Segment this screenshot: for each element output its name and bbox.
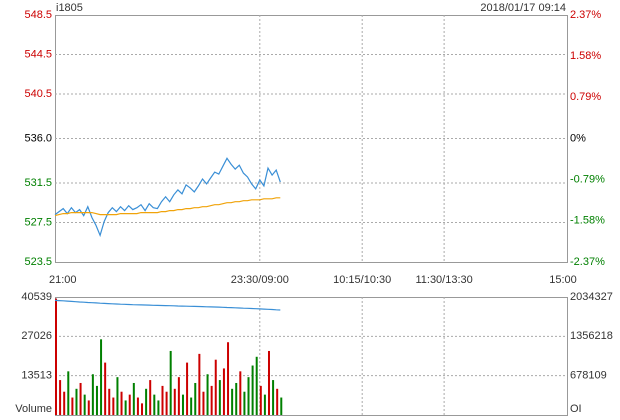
y-tick-label: 13513 (21, 370, 52, 382)
volume-bar (169, 350, 172, 415)
volume-bar (83, 394, 86, 415)
volume-bar (198, 353, 201, 415)
volume-bar (206, 374, 209, 415)
price-line (54, 157, 281, 238)
x-tick-label: 11:30/13:30 (415, 274, 472, 286)
y-tick-label: 40539 (21, 291, 52, 303)
volume-bar (173, 388, 176, 415)
y2-tick-label: -2.37% (570, 256, 605, 268)
volume-bar (263, 394, 266, 415)
volume-bar (267, 350, 270, 415)
y-tick-label: 548.5 (24, 9, 52, 21)
volume-bar (165, 391, 168, 415)
y2-tick-label: 678109 (570, 370, 607, 382)
y2-tick-label: 0% (570, 132, 586, 144)
volume-bar (128, 394, 131, 415)
volume-bar (79, 382, 82, 415)
x-tick-label: 10:15/10:30 (333, 274, 391, 286)
y-tick-label: 27026 (21, 330, 52, 342)
y-tick-label: 540.5 (24, 88, 52, 100)
oi-label: OI (570, 403, 582, 415)
volume-bar (243, 391, 246, 415)
volume-bar (259, 385, 262, 415)
volume-bar (218, 380, 221, 415)
y2-tick-label: -0.79% (570, 174, 605, 186)
volume-bar (181, 394, 184, 415)
volume-bar (149, 380, 152, 415)
volume-bar (153, 394, 156, 415)
oi-line (54, 299, 281, 311)
volume-bar (280, 397, 283, 415)
volume-bar (75, 388, 78, 415)
x-tick-label: 23:30/09:00 (231, 274, 289, 286)
y-tick-label: 531.5 (24, 177, 52, 189)
volume-bar (157, 400, 160, 415)
volume-bar (91, 374, 94, 415)
volume-bar (141, 403, 144, 415)
volume-bar (276, 388, 279, 415)
timestamp: 2018/01/17 09:14 (480, 2, 566, 14)
volume-bar (235, 382, 238, 415)
volume-bar (222, 368, 225, 415)
y2-tick-label: -1.58% (570, 215, 605, 227)
volume-bar (124, 400, 127, 415)
volume-bar (116, 377, 119, 415)
volume-bar (132, 382, 135, 415)
y-tick-label: 523.5 (24, 256, 52, 268)
volume-bar (67, 371, 70, 415)
volume-bar (177, 377, 180, 415)
y-tick-label: 527.5 (24, 216, 52, 228)
symbol: i1805 (56, 2, 83, 14)
volume-bar (108, 388, 111, 415)
volume-bar (186, 362, 189, 415)
y2-tick-label: 0.79% (570, 91, 601, 103)
volume-bar (202, 391, 205, 415)
y2-tick-label: 1.58% (570, 50, 601, 62)
price-line (54, 197, 281, 217)
volume-bar (136, 397, 139, 415)
volume-bar (251, 365, 254, 415)
volume-bar (190, 397, 193, 415)
volume-bar (71, 397, 74, 415)
volume-bar (112, 397, 115, 415)
volume-bar (247, 377, 250, 415)
volume-bar (145, 388, 148, 415)
y-tick-label: 536.0 (24, 132, 52, 144)
volume-bar (255, 356, 258, 415)
volume-bar (95, 385, 98, 415)
volume-bar (231, 388, 234, 415)
volume-bar (227, 342, 230, 415)
y2-tick-label: 1356218 (570, 330, 613, 342)
volume-bar (55, 298, 57, 415)
y2-tick-label: 2.37% (570, 9, 601, 21)
volume-bar (100, 339, 103, 415)
volume-bar (210, 385, 213, 415)
y2-tick-label: 2034327 (570, 291, 613, 303)
y-tick-label: 544.5 (24, 48, 52, 60)
volume-bar (161, 385, 164, 415)
volume-bar (239, 371, 242, 415)
volume-frame (55, 297, 568, 416)
x-tick-label: 21:00 (49, 274, 77, 286)
volume-bar (120, 391, 123, 415)
volume-bar (63, 391, 66, 415)
volume-bar (87, 400, 90, 415)
volume-label: Volume (15, 403, 52, 415)
volume-bar (214, 359, 217, 415)
volume-bar (194, 382, 197, 415)
volume-bar (59, 380, 62, 415)
x-tick-label: 15:00 (549, 274, 577, 286)
volume-bar (272, 380, 275, 415)
volume-bar (104, 362, 107, 415)
